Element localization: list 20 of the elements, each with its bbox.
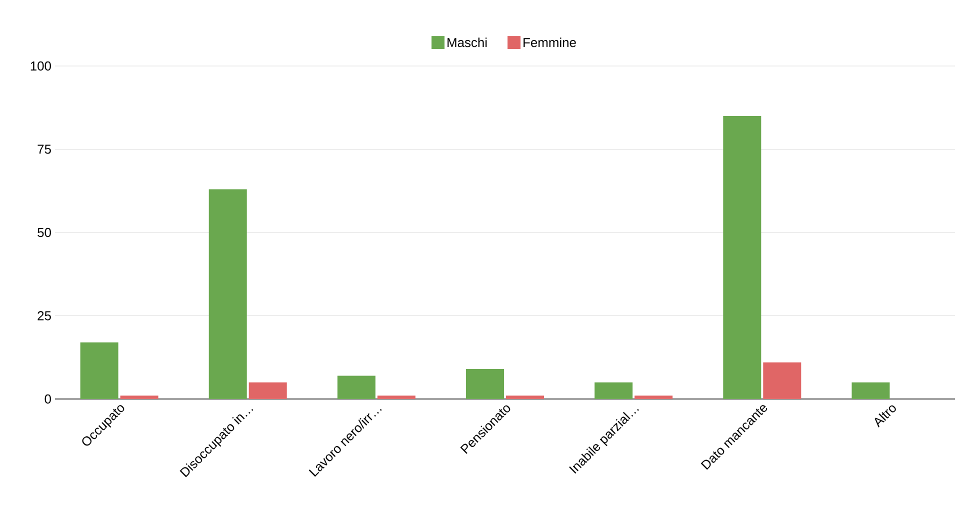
bar (248, 382, 287, 399)
legend-label: Femmine (524, 38, 576, 48)
bar (120, 396, 158, 399)
bar (208, 189, 247, 399)
legend-label: Maschi (448, 38, 487, 48)
bar (763, 362, 802, 399)
bar (594, 382, 633, 399)
bar (80, 342, 118, 399)
bar (506, 396, 544, 399)
bar (466, 369, 504, 399)
y-tick-label: 75 (38, 144, 51, 154)
bar (377, 396, 416, 399)
bar (723, 116, 762, 399)
y-tick-label: 100 (30, 61, 51, 71)
y-tick-label: 0 (44, 394, 51, 404)
y-tick-label: 25 (38, 311, 51, 320)
bar (337, 376, 376, 399)
y-tick-label: 50 (38, 228, 51, 238)
bar (852, 382, 890, 399)
bar (634, 396, 673, 399)
